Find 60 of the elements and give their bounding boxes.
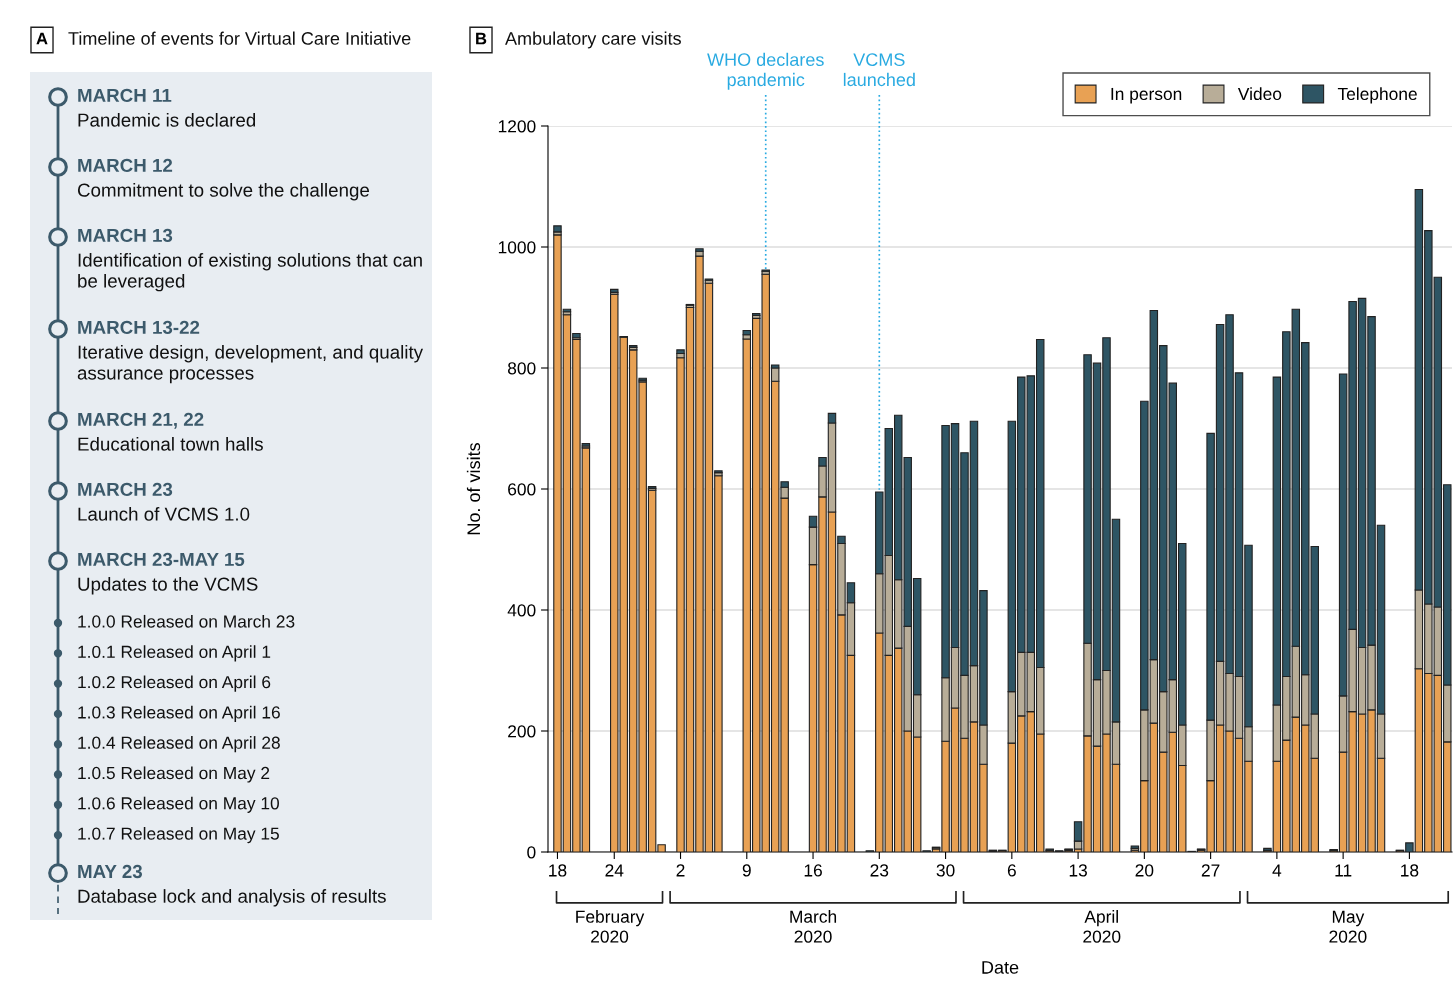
text: A xyxy=(36,32,48,45)
text: 1.0.1 Released on April 1 xyxy=(78,645,271,662)
text: 1.0.4 Released on April 28 xyxy=(78,736,280,753)
text: MARCH 21, 22 xyxy=(78,412,204,429)
text: 1.0.5 Released on May 2 xyxy=(78,766,270,783)
text: MAY 23 xyxy=(78,864,143,879)
x-tick-label: 13 xyxy=(1069,864,1087,877)
x-axis-title: Date xyxy=(982,961,1019,974)
text: Pandemic is declared xyxy=(78,113,256,127)
text: MARCH 11 xyxy=(78,88,172,103)
x-tick-label: 2 xyxy=(676,864,685,877)
text: 1.0.2 Released on April 6 xyxy=(78,675,271,692)
x-tick-label: 6 xyxy=(1007,864,1016,877)
text: Commitment to solve the challenge xyxy=(77,183,370,201)
y-tick-label: 400 xyxy=(507,604,536,617)
x-tick-label: 11 xyxy=(1335,864,1352,877)
text: MARCH 23 xyxy=(78,482,173,497)
x-tick-label: 9 xyxy=(742,864,751,877)
x-tick-label: 23 xyxy=(870,864,889,877)
text: B xyxy=(476,32,487,45)
text: May 2020 xyxy=(1329,910,1367,943)
text: 1.0.6 Released on May 10 xyxy=(78,796,279,813)
text: Iterative design, development, and quality assurance processes xyxy=(77,345,424,384)
y-axis-title: No. of visits xyxy=(466,442,481,535)
x-tick-label: 4 xyxy=(1272,864,1282,877)
y-tick-label: 800 xyxy=(507,362,536,375)
text: MARCH 12 xyxy=(78,158,173,173)
y-tick-label: 600 xyxy=(508,483,536,496)
text: 1.0.7 Released on May 15 xyxy=(78,827,279,844)
text: Launch of VCMS 1.0 xyxy=(78,507,250,521)
ref-line-label: WHO declares pandemic xyxy=(707,52,824,90)
y-tick-label: 200 xyxy=(508,725,536,738)
text: 1.0.0 Released on March 23 xyxy=(78,614,295,628)
legend-label: In person xyxy=(1111,87,1182,104)
y-tick-label: 1000 xyxy=(498,241,536,254)
text: Updates to the VCMS xyxy=(78,577,258,595)
x-tick-label: 27 xyxy=(1201,864,1220,877)
x-tick-label: 18 xyxy=(549,864,567,877)
text: MARCH 13 xyxy=(78,228,173,243)
text: April 2020 xyxy=(1083,910,1121,943)
text: March 2020 xyxy=(790,910,837,943)
text: Educational town halls xyxy=(78,437,263,451)
chart-title: Ambulatory care visits xyxy=(505,31,681,49)
x-tick-label: 16 xyxy=(804,864,822,877)
x-tick-label: 24 xyxy=(605,864,624,877)
y-tick-label: 1200 xyxy=(498,120,536,133)
text: February 2020 xyxy=(576,910,645,943)
text: MARCH 23-MAY 15 xyxy=(78,552,245,567)
text: 1.0.3 Released on April 16 xyxy=(78,705,280,722)
x-tick-label: 18 xyxy=(1401,864,1419,877)
x-tick-label: 30 xyxy=(936,864,955,877)
text: Identification of existing solutions that can be leveraged xyxy=(78,253,422,292)
y-tick-label: 0 xyxy=(527,846,536,859)
legend-label: Video xyxy=(1237,87,1282,101)
ref-line-label: VCMS launched xyxy=(843,53,915,87)
text: MARCH 13-22 xyxy=(78,320,200,335)
legend-label: Telephone xyxy=(1337,87,1417,104)
text: Database lock and analysis of results xyxy=(78,889,386,907)
text: Timeline of events for Virtual Care Initiative xyxy=(68,31,411,45)
x-tick-label: 20 xyxy=(1135,864,1154,877)
